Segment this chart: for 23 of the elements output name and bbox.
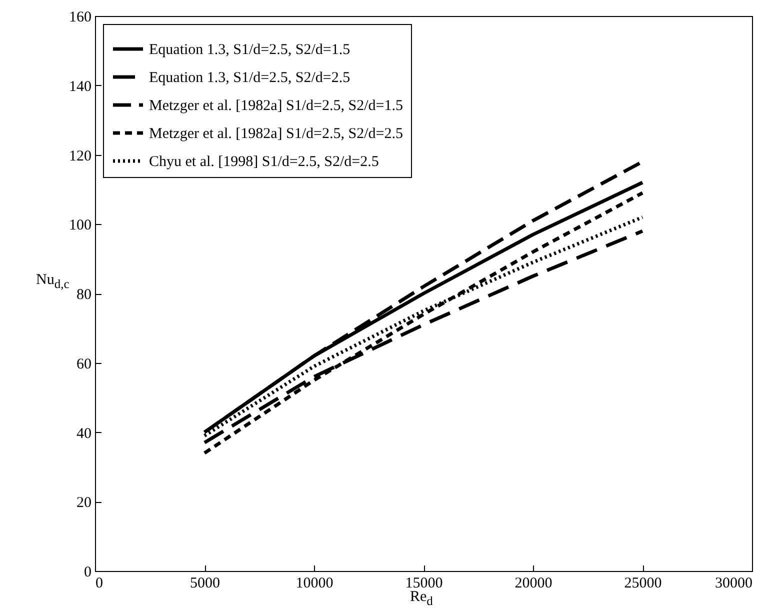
legend-label: Chyu et al. [1998] S1/d=2.5, S2/d=2.5 [149, 154, 379, 170]
x-tick-label: 15000 [405, 576, 443, 592]
x-tick-label: 10000 [296, 576, 334, 592]
y-tick-label: 20 [76, 495, 92, 512]
y-tick-label: 100 [69, 218, 92, 234]
y-tick-label: 40 [76, 426, 92, 442]
x-tick-label: 30000 [715, 576, 752, 592]
x-axis-title: Re$_{d}$ [410, 589, 433, 609]
y-tick-label: 0 [84, 564, 92, 580]
x-tick-label: 25000 [624, 576, 662, 592]
legend-label: Equation 1.3, S1/d=2.5, S2/d=2.5 [149, 70, 350, 86]
y-tick-label: 80 [76, 287, 92, 303]
legend-label: Metzger et al. [1982a] S1/d=2.5, S2/d=2.5 [149, 126, 403, 142]
y-tick-label: 160 [69, 10, 92, 26]
y-tick-label: 60 [76, 356, 92, 372]
x-tick-label: 0 [96, 576, 103, 592]
x-tick-label: 20000 [514, 576, 552, 592]
y-tick-label: 140 [69, 78, 92, 95]
legend-label: Metzger et al. [1982a] S1/d=2.5, S2/d=1.5 [149, 98, 403, 114]
y-axis-title: Nu$_{d,c}$ [36, 272, 70, 292]
y-tick-label: 120 [69, 148, 92, 164]
x-tick-label: 5000 [190, 576, 220, 592]
legend-label: Equation 1.3, S1/d=2.5, S2/d=1.5 [149, 42, 350, 58]
